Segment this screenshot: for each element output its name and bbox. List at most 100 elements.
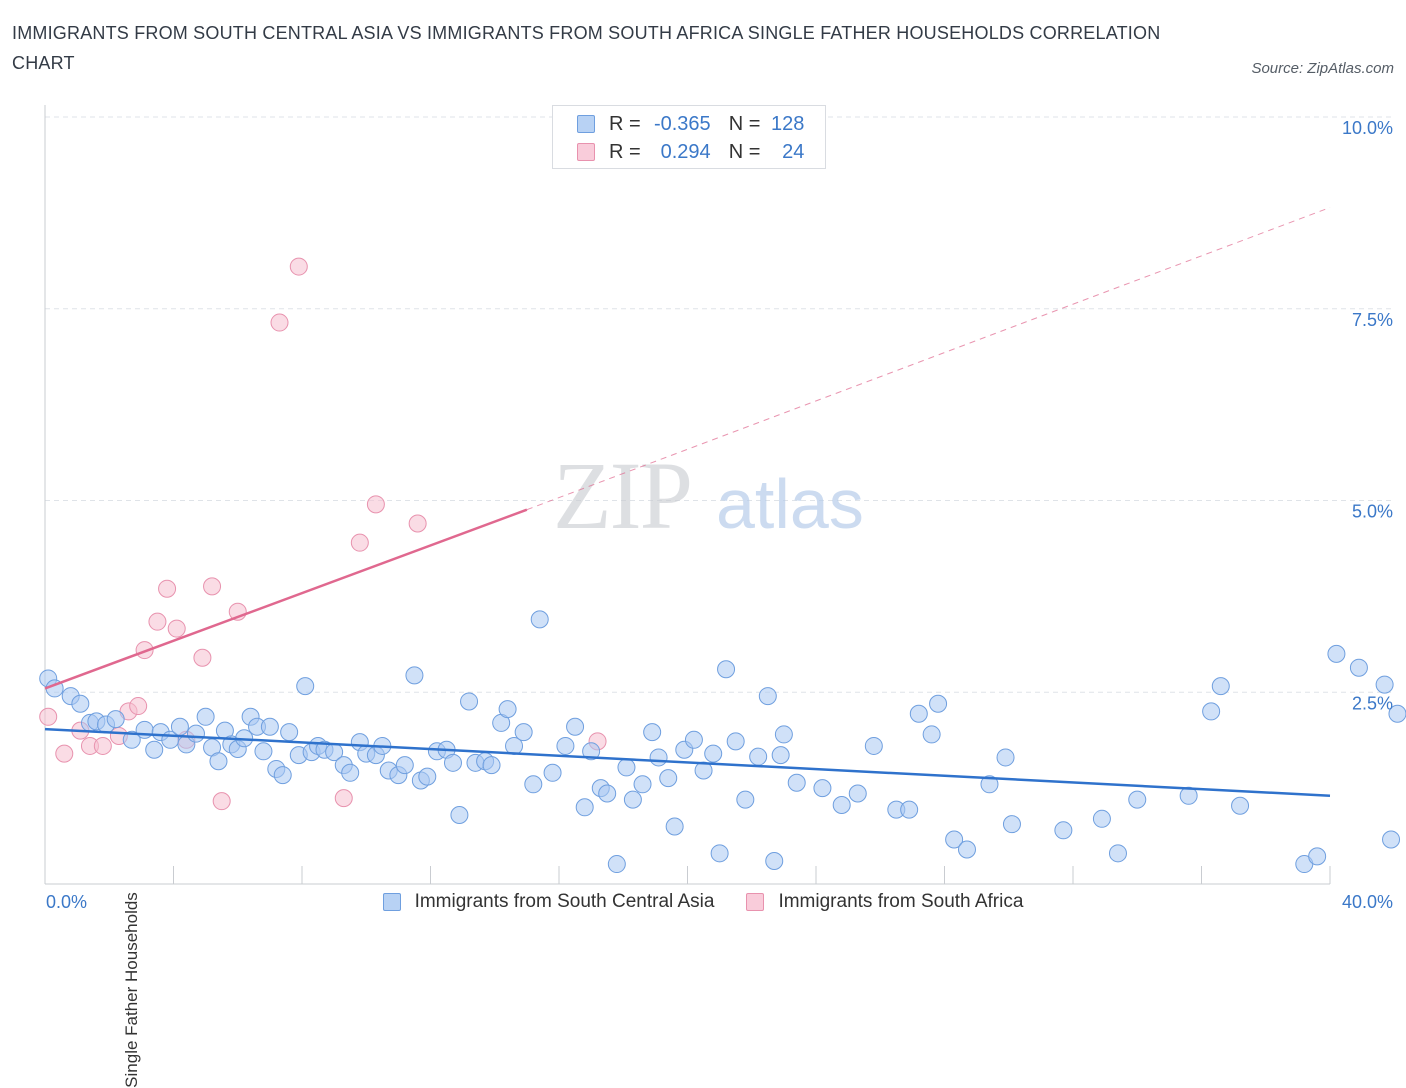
trend-line <box>526 207 1331 511</box>
data-point <box>209 752 228 771</box>
legend-n-value: 128 <box>771 112 805 135</box>
legend-swatch-pink <box>577 143 595 161</box>
data-point <box>71 694 90 713</box>
data-point <box>665 817 684 836</box>
data-point <box>212 792 231 811</box>
data-point <box>514 723 533 742</box>
data-point <box>996 748 1015 767</box>
data-point <box>945 830 964 849</box>
south-central-asia-points <box>39 610 1406 874</box>
data-point <box>566 717 585 736</box>
data-point <box>203 577 222 596</box>
y-axis-label: Single Father Households <box>121 892 141 1088</box>
data-point <box>710 844 729 863</box>
data-point <box>1382 830 1401 849</box>
x-tick-label: 40.0% <box>1342 892 1393 912</box>
series-legend: Immigrants from South Central Asia Immig… <box>0 888 1406 916</box>
legend-swatch-blue <box>382 893 401 911</box>
data-point <box>408 514 427 533</box>
data-point <box>55 744 74 763</box>
data-point <box>543 763 562 782</box>
data-point <box>524 775 543 794</box>
data-point <box>900 800 919 819</box>
data-point <box>704 744 723 763</box>
data-point <box>1211 677 1230 696</box>
data-point <box>460 692 479 711</box>
watermark-atlas: atlas <box>716 465 864 543</box>
y-tick-label: 2.5% <box>1352 693 1393 713</box>
data-point <box>418 767 437 786</box>
data-point <box>1308 847 1327 866</box>
legend-n-value: 24 <box>782 140 805 163</box>
watermark-zip: ZIP <box>553 442 691 549</box>
data-point <box>684 730 703 749</box>
watermark: ZIP atlas <box>553 442 864 549</box>
data-point <box>929 694 948 713</box>
data-point <box>765 851 784 870</box>
legend-item-south-central-asia: Immigrants from South Central Asia <box>382 891 715 913</box>
trend-lines <box>44 207 1331 798</box>
data-point <box>726 732 745 751</box>
tick-labels: 2.5% 5.0% 7.5% 10.0% 0.0% 40.0% <box>46 118 1393 912</box>
data-point <box>1202 702 1221 721</box>
data-point <box>659 769 678 788</box>
data-point <box>909 704 928 723</box>
data-point <box>1327 644 1346 663</box>
data-point <box>617 758 636 777</box>
data-point <box>749 747 768 766</box>
legend-n-label: N = <box>728 112 761 135</box>
y-tick-label: 5.0% <box>1352 502 1393 522</box>
data-point <box>922 725 941 744</box>
data-point <box>633 775 652 794</box>
axes <box>44 105 1331 885</box>
data-point <box>341 763 360 782</box>
data-point <box>1375 675 1394 694</box>
data-point <box>148 612 167 631</box>
data-point <box>366 495 385 514</box>
data-point <box>530 610 549 629</box>
legend-item-south-africa: Immigrants from South Africa <box>746 891 1023 913</box>
data-point <box>957 840 976 859</box>
data-point <box>350 533 369 552</box>
data-point <box>186 724 205 743</box>
data-point <box>450 805 469 824</box>
data-point <box>260 717 279 736</box>
grid-lines <box>45 116 1395 693</box>
legend-r-value: 0.294 <box>660 140 711 163</box>
data-point <box>717 660 736 679</box>
chart-title: IMMIGRANTS FROM SOUTH CENTRAL ASIA VS IM… <box>12 23 1161 73</box>
legend-r-label: R = <box>609 140 641 163</box>
data-point <box>196 707 215 726</box>
data-point <box>39 707 58 726</box>
legend-r-value: -0.365 <box>653 112 711 135</box>
data-point <box>129 697 148 716</box>
data-point <box>296 677 315 696</box>
legend-row-blue: R = -0.365 N = 128 <box>577 110 804 138</box>
data-point <box>649 748 668 767</box>
data-point <box>193 648 212 667</box>
data-point <box>771 746 790 765</box>
y-tick-label: 7.5% <box>1352 310 1393 330</box>
correlation-legend: R = -0.365 N = 128 R = 0.294 N = 24 <box>552 105 826 169</box>
south-africa-points <box>39 257 607 811</box>
data-point <box>582 742 601 761</box>
data-point <box>813 779 832 798</box>
data-point <box>774 725 793 744</box>
legend-r-label: R = <box>609 112 641 135</box>
data-point <box>864 736 883 755</box>
data-point <box>1108 844 1127 863</box>
data-point <box>1349 658 1368 677</box>
data-point <box>623 790 642 809</box>
data-point <box>254 742 273 761</box>
data-point <box>170 717 189 736</box>
data-point <box>273 766 292 785</box>
data-point <box>498 700 517 719</box>
legend-label: Immigrants from South Central Asia <box>414 891 715 912</box>
data-point <box>270 313 289 332</box>
legend-swatch-pink <box>746 893 765 911</box>
data-point <box>443 753 462 772</box>
data-point <box>405 666 424 685</box>
data-point <box>482 756 501 775</box>
data-point <box>787 773 806 792</box>
data-point <box>334 789 353 808</box>
